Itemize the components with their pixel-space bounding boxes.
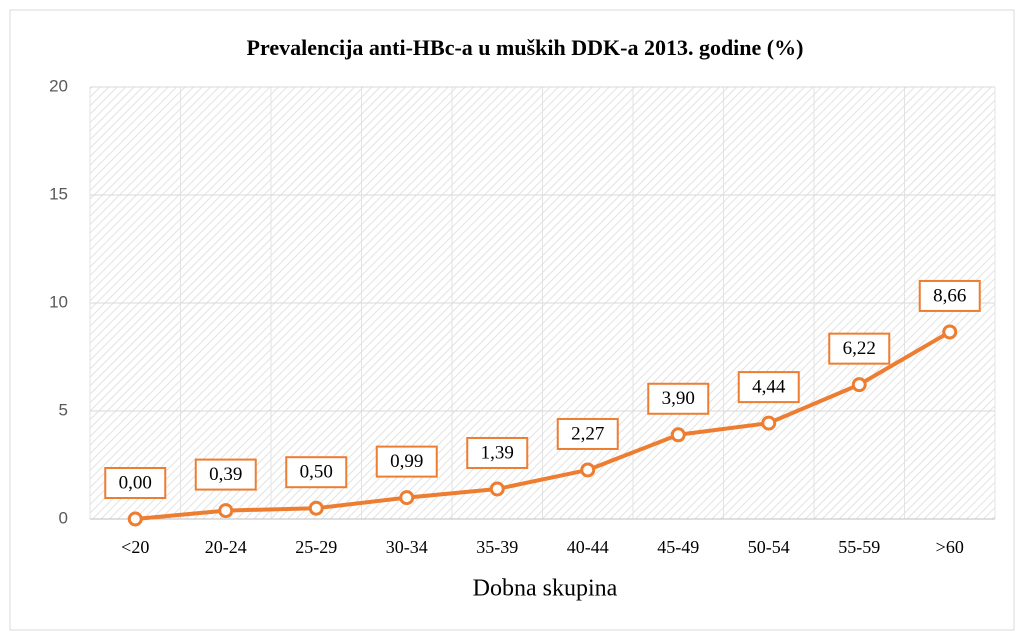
data-label-box [918,279,981,312]
marker [218,503,234,519]
data-label-box [194,458,257,491]
marker [670,427,686,443]
x-axis-label: Dobna skupina [473,576,618,602]
data-label: 3,90 [662,388,695,409]
x-tick-label: 20-24 [205,537,247,557]
data-label: 0,39 [209,464,242,485]
chart-title: Prevalencija anti-HBc-a u muških DDK-a 2… [247,35,804,60]
data-label-box [828,332,891,365]
y-tick-label: 10 [49,292,68,311]
data-label-box [737,371,800,404]
y-tick-label: 20 [49,76,68,95]
data-label: 1,39 [481,442,514,463]
data-label: 0,99 [390,451,423,472]
x-tick-label: 55-59 [838,537,880,557]
data-label: 0,00 [119,472,152,493]
data-label: 4,44 [752,376,786,397]
data-label-box [375,445,438,478]
x-tick-label: <20 [121,537,149,557]
x-tick-label: 35-39 [476,537,518,557]
marker [489,481,505,497]
y-tick-label: 5 [59,400,68,419]
data-label: 6,22 [843,338,876,359]
marker [308,500,324,516]
data-label: 0,50 [300,462,333,483]
marker [851,377,867,393]
x-tick-label: 25-29 [295,537,337,557]
x-tick-label: 50-54 [748,537,790,557]
x-tick-label: 45-49 [657,537,699,557]
data-label-box [647,382,710,415]
data-label: 2,27 [571,423,604,444]
data-label-box [556,417,619,450]
line [135,330,951,521]
x-tick-label: >60 [936,537,964,557]
marker [399,490,415,506]
marker [942,324,958,340]
data-label-box [466,436,529,469]
data-label: 8,66 [933,285,966,306]
y-tick-label: 0 [59,508,68,527]
marker [127,511,143,527]
data-label-box [104,467,167,499]
marker [580,462,596,478]
y-tick-label: 15 [49,184,68,203]
marker [761,415,777,431]
x-tick-label: 30-34 [386,537,428,557]
data-label-box [285,456,348,489]
x-tick-label: 40-44 [567,537,609,557]
